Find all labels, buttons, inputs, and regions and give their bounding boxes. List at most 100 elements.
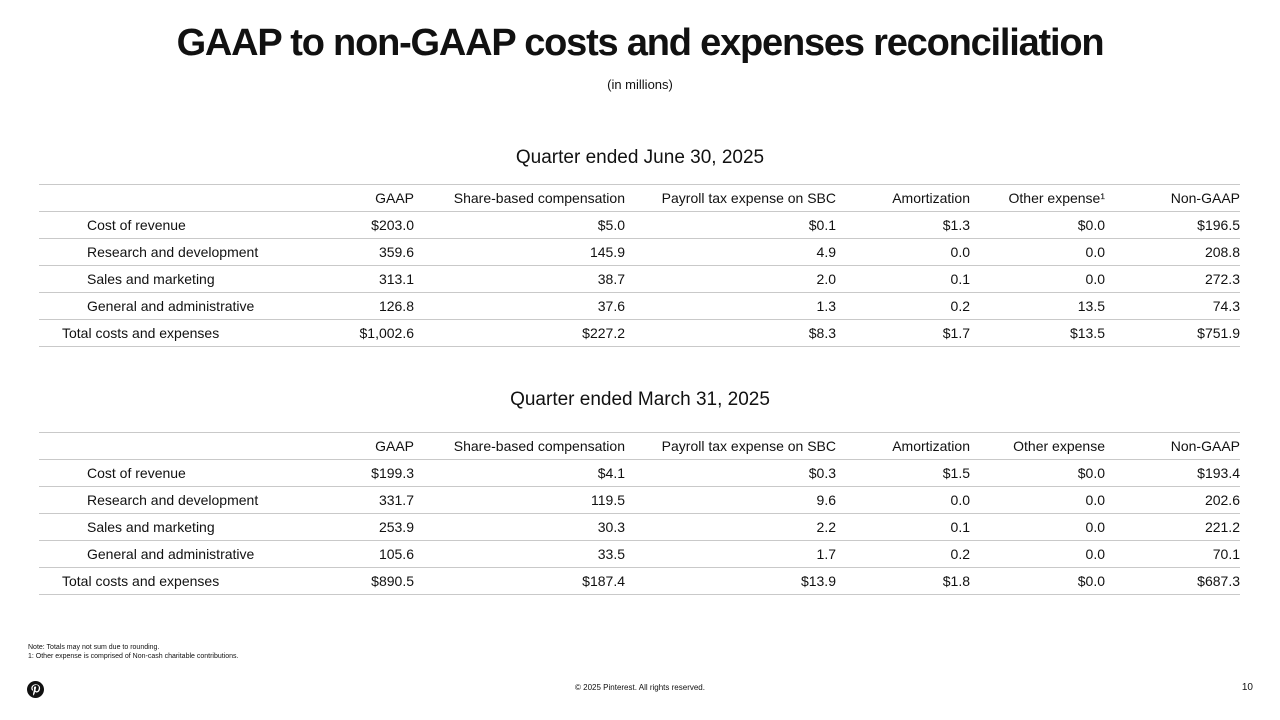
table-cell: $1,002.6 bbox=[339, 319, 414, 347]
table-cell: $227.2 bbox=[414, 319, 625, 347]
table-row: Cost of revenue $199.3 $4.1 $0.3 $1.5 $0… bbox=[39, 459, 1240, 487]
table-cell: $196.5 bbox=[1105, 211, 1240, 239]
table-cell: $187.4 bbox=[414, 567, 625, 595]
column-header: Non-GAAP bbox=[1105, 184, 1240, 212]
table-cell: 2.0 bbox=[625, 265, 836, 293]
table-cell: $1.3 bbox=[836, 211, 970, 239]
table-cell: 30.3 bbox=[414, 513, 625, 541]
table-cell: $0.1 bbox=[625, 211, 836, 239]
column-header: GAAP bbox=[339, 432, 414, 460]
table-row: General and administrative 126.8 37.6 1.… bbox=[39, 292, 1240, 320]
table-row: Sales and marketing 313.1 38.7 2.0 0.1 0… bbox=[39, 265, 1240, 293]
column-header: Payroll tax expense on SBC bbox=[625, 184, 836, 212]
table-row: Sales and marketing 253.9 30.3 2.2 0.1 0… bbox=[39, 513, 1240, 541]
table-cell: $5.0 bbox=[414, 211, 625, 239]
table-cell: 0.2 bbox=[836, 292, 970, 320]
table-cell: $687.3 bbox=[1105, 567, 1240, 595]
row-label: Research and development bbox=[39, 486, 339, 514]
table-cell: 2.2 bbox=[625, 513, 836, 541]
column-header: Payroll tax expense on SBC bbox=[625, 432, 836, 460]
row-label: Total costs and expenses bbox=[39, 319, 339, 347]
table-header-row: GAAP Share-based compensation Payroll ta… bbox=[39, 184, 1240, 212]
table-heading-q1: Quarter ended March 31, 2025 bbox=[510, 389, 770, 410]
table-cell: 221.2 bbox=[1105, 513, 1240, 541]
table-cell: 38.7 bbox=[414, 265, 625, 293]
table-cell: 70.1 bbox=[1105, 540, 1240, 568]
table-cell: 0.2 bbox=[836, 540, 970, 568]
table-cell: 313.1 bbox=[339, 265, 414, 293]
column-header: Other expense¹ bbox=[970, 184, 1105, 212]
table-cell: $4.1 bbox=[414, 459, 625, 487]
table-cell: 37.6 bbox=[414, 292, 625, 320]
table-row: General and administrative 105.6 33.5 1.… bbox=[39, 540, 1240, 568]
reconciliation-table-q2: GAAP Share-based compensation Payroll ta… bbox=[39, 184, 1240, 347]
column-header bbox=[39, 184, 339, 212]
table-cell: 33.5 bbox=[414, 540, 625, 568]
column-header: GAAP bbox=[339, 184, 414, 212]
table-cell: 202.6 bbox=[1105, 486, 1240, 514]
footnote-rounding: Note: Totals may not sum due to rounding… bbox=[28, 644, 160, 651]
table-row: Research and development 331.7 119.5 9.6… bbox=[39, 486, 1240, 514]
table-cell: $751.9 bbox=[1105, 319, 1240, 347]
table-cell: 0.0 bbox=[970, 486, 1105, 514]
table-total-row: Total costs and expenses $1,002.6 $227.2… bbox=[39, 319, 1240, 347]
table-cell: 4.9 bbox=[625, 238, 836, 266]
column-header: Non-GAAP bbox=[1105, 432, 1240, 460]
column-header: Amortization bbox=[836, 432, 970, 460]
table-cell: $1.5 bbox=[836, 459, 970, 487]
table-cell: 0.0 bbox=[836, 486, 970, 514]
table-cell: $13.5 bbox=[970, 319, 1105, 347]
table-cell: 0.0 bbox=[970, 238, 1105, 266]
table-header-row: GAAP Share-based compensation Payroll ta… bbox=[39, 432, 1240, 460]
row-label: Sales and marketing bbox=[39, 265, 339, 293]
column-header: Share-based compensation bbox=[414, 432, 625, 460]
table-cell: 253.9 bbox=[339, 513, 414, 541]
table-cell: $0.0 bbox=[970, 459, 1105, 487]
table-cell: $1.7 bbox=[836, 319, 970, 347]
table-cell: $8.3 bbox=[625, 319, 836, 347]
table-cell: 105.6 bbox=[339, 540, 414, 568]
table-cell: 331.7 bbox=[339, 486, 414, 514]
table-cell: 13.5 bbox=[970, 292, 1105, 320]
table-cell: 145.9 bbox=[414, 238, 625, 266]
column-header: Amortization bbox=[836, 184, 970, 212]
footnote-other-expense: 1: Other expense is comprised of Non-cas… bbox=[28, 653, 239, 660]
row-label: General and administrative bbox=[39, 292, 339, 320]
table-cell: 0.0 bbox=[970, 265, 1105, 293]
table-cell: $0.0 bbox=[970, 567, 1105, 595]
table-cell: $203.0 bbox=[339, 211, 414, 239]
column-header: Other expense bbox=[970, 432, 1105, 460]
table-cell: 1.3 bbox=[625, 292, 836, 320]
table-row: Cost of revenue $203.0 $5.0 $0.1 $1.3 $0… bbox=[39, 211, 1240, 239]
table-cell: 126.8 bbox=[339, 292, 414, 320]
table-row: Research and development 359.6 145.9 4.9… bbox=[39, 238, 1240, 266]
table-cell: $890.5 bbox=[339, 567, 414, 595]
row-label: Research and development bbox=[39, 238, 339, 266]
pinterest-logo-icon bbox=[27, 681, 44, 698]
table-cell: 0.0 bbox=[970, 540, 1105, 568]
table-cell: 74.3 bbox=[1105, 292, 1240, 320]
table-cell: $1.8 bbox=[836, 567, 970, 595]
row-label: Sales and marketing bbox=[39, 513, 339, 541]
row-label: Cost of revenue bbox=[39, 459, 339, 487]
table-cell: 9.6 bbox=[625, 486, 836, 514]
table-cell: $199.3 bbox=[339, 459, 414, 487]
reconciliation-table-q1: GAAP Share-based compensation Payroll ta… bbox=[39, 432, 1240, 595]
page-title: GAAP to non-GAAP costs and expenses reco… bbox=[176, 22, 1105, 64]
column-header: Share-based compensation bbox=[414, 184, 625, 212]
table-cell: 119.5 bbox=[414, 486, 625, 514]
page-number: 10 bbox=[1241, 682, 1253, 693]
table-cell: 1.7 bbox=[625, 540, 836, 568]
table-cell: $193.4 bbox=[1105, 459, 1240, 487]
row-label: General and administrative bbox=[39, 540, 339, 568]
table-cell: $0.0 bbox=[970, 211, 1105, 239]
table-cell: 0.1 bbox=[836, 513, 970, 541]
table-total-row: Total costs and expenses $890.5 $187.4 $… bbox=[39, 567, 1240, 595]
copyright-text: © 2025 Pinterest. All rights reserved. bbox=[575, 683, 705, 692]
row-label: Total costs and expenses bbox=[39, 567, 339, 595]
table-cell: 0.1 bbox=[836, 265, 970, 293]
column-header bbox=[39, 432, 339, 460]
table-cell: 208.8 bbox=[1105, 238, 1240, 266]
table-cell: $0.3 bbox=[625, 459, 836, 487]
table-cell: $13.9 bbox=[625, 567, 836, 595]
